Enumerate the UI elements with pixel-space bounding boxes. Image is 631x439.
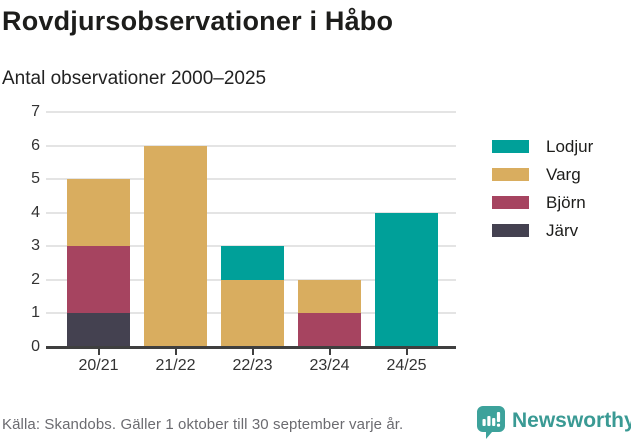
y-axis-tick-label: 4	[31, 203, 40, 221]
legend-item-varg: Varg	[492, 164, 631, 192]
y-axis-tick-label: 0	[31, 338, 40, 355]
x-axis-tick-label: 21/22	[155, 357, 196, 374]
chart-title: Rovdjursobservationer i Håbo	[2, 6, 394, 36]
legend-label: Varg	[546, 165, 581, 184]
newsworthy-wordmark: Newsworthy	[512, 409, 631, 432]
bar-segment-22-23-Varg	[221, 279, 284, 347]
y-axis-tick-label: 3	[31, 237, 40, 255]
legend-item-björn: Björn	[492, 192, 631, 220]
bar-segment-20-21-Varg	[67, 179, 130, 247]
newsworthy-bubble-icon	[477, 406, 505, 439]
x-axis-tick-label: 24/25	[386, 357, 427, 374]
x-axis-tick	[174, 349, 177, 355]
x-axis-tick-label: 22/23	[232, 357, 273, 374]
gridline-y7	[46, 111, 456, 113]
bar-segment-20-21-Björn	[67, 246, 130, 314]
y-axis-tick-label: 1	[31, 304, 40, 322]
bar-segment-23-24-Björn	[298, 313, 361, 347]
x-axis-tick	[405, 349, 408, 355]
legend-item-lodjur: Lodjur	[492, 136, 631, 164]
legend-label: Björn	[546, 193, 586, 212]
gridline-y5	[46, 178, 456, 181]
x-axis-tick	[328, 349, 331, 355]
y-axis-tick-label: 2	[31, 270, 40, 288]
legend-label: Lodjur	[546, 137, 594, 156]
bar-segment-23-24-Varg	[298, 279, 361, 314]
y-axis-tick-label: 6	[31, 136, 40, 154]
gridline-y4	[46, 211, 456, 214]
gridline-y6	[46, 144, 456, 147]
x-axis-tick	[97, 349, 100, 355]
y-axis-tick-label: 7	[31, 103, 40, 120]
x-axis-tick-label: 20/21	[78, 357, 119, 374]
y-axis-tick-label: 5	[31, 170, 40, 188]
x-axis-line	[46, 346, 456, 349]
bar-segment-21-22-Varg	[144, 145, 207, 347]
bar-segment-20-21-Järv	[67, 313, 130, 347]
legend-label: Järv	[546, 221, 579, 240]
chart-subtitle: Antal observationer 2000–2025	[2, 68, 267, 89]
source-note: Källa: Skandobs. Gäller 1 oktober till 3…	[2, 416, 404, 433]
legend-swatch-lodjur	[492, 140, 529, 153]
bar-segment-24-25-Lodjur	[375, 212, 438, 347]
legend-swatch-björn	[492, 196, 529, 209]
newsworthy-logo: Newsworthy	[477, 404, 631, 439]
legend-swatch-järv	[492, 224, 529, 237]
x-axis-tick	[251, 349, 254, 355]
x-axis-tick-label: 23/24	[309, 357, 350, 374]
legend-swatch-varg	[492, 168, 529, 181]
bar-segment-22-23-Lodjur	[221, 246, 284, 280]
legend-item-järv: Järv	[492, 220, 631, 248]
